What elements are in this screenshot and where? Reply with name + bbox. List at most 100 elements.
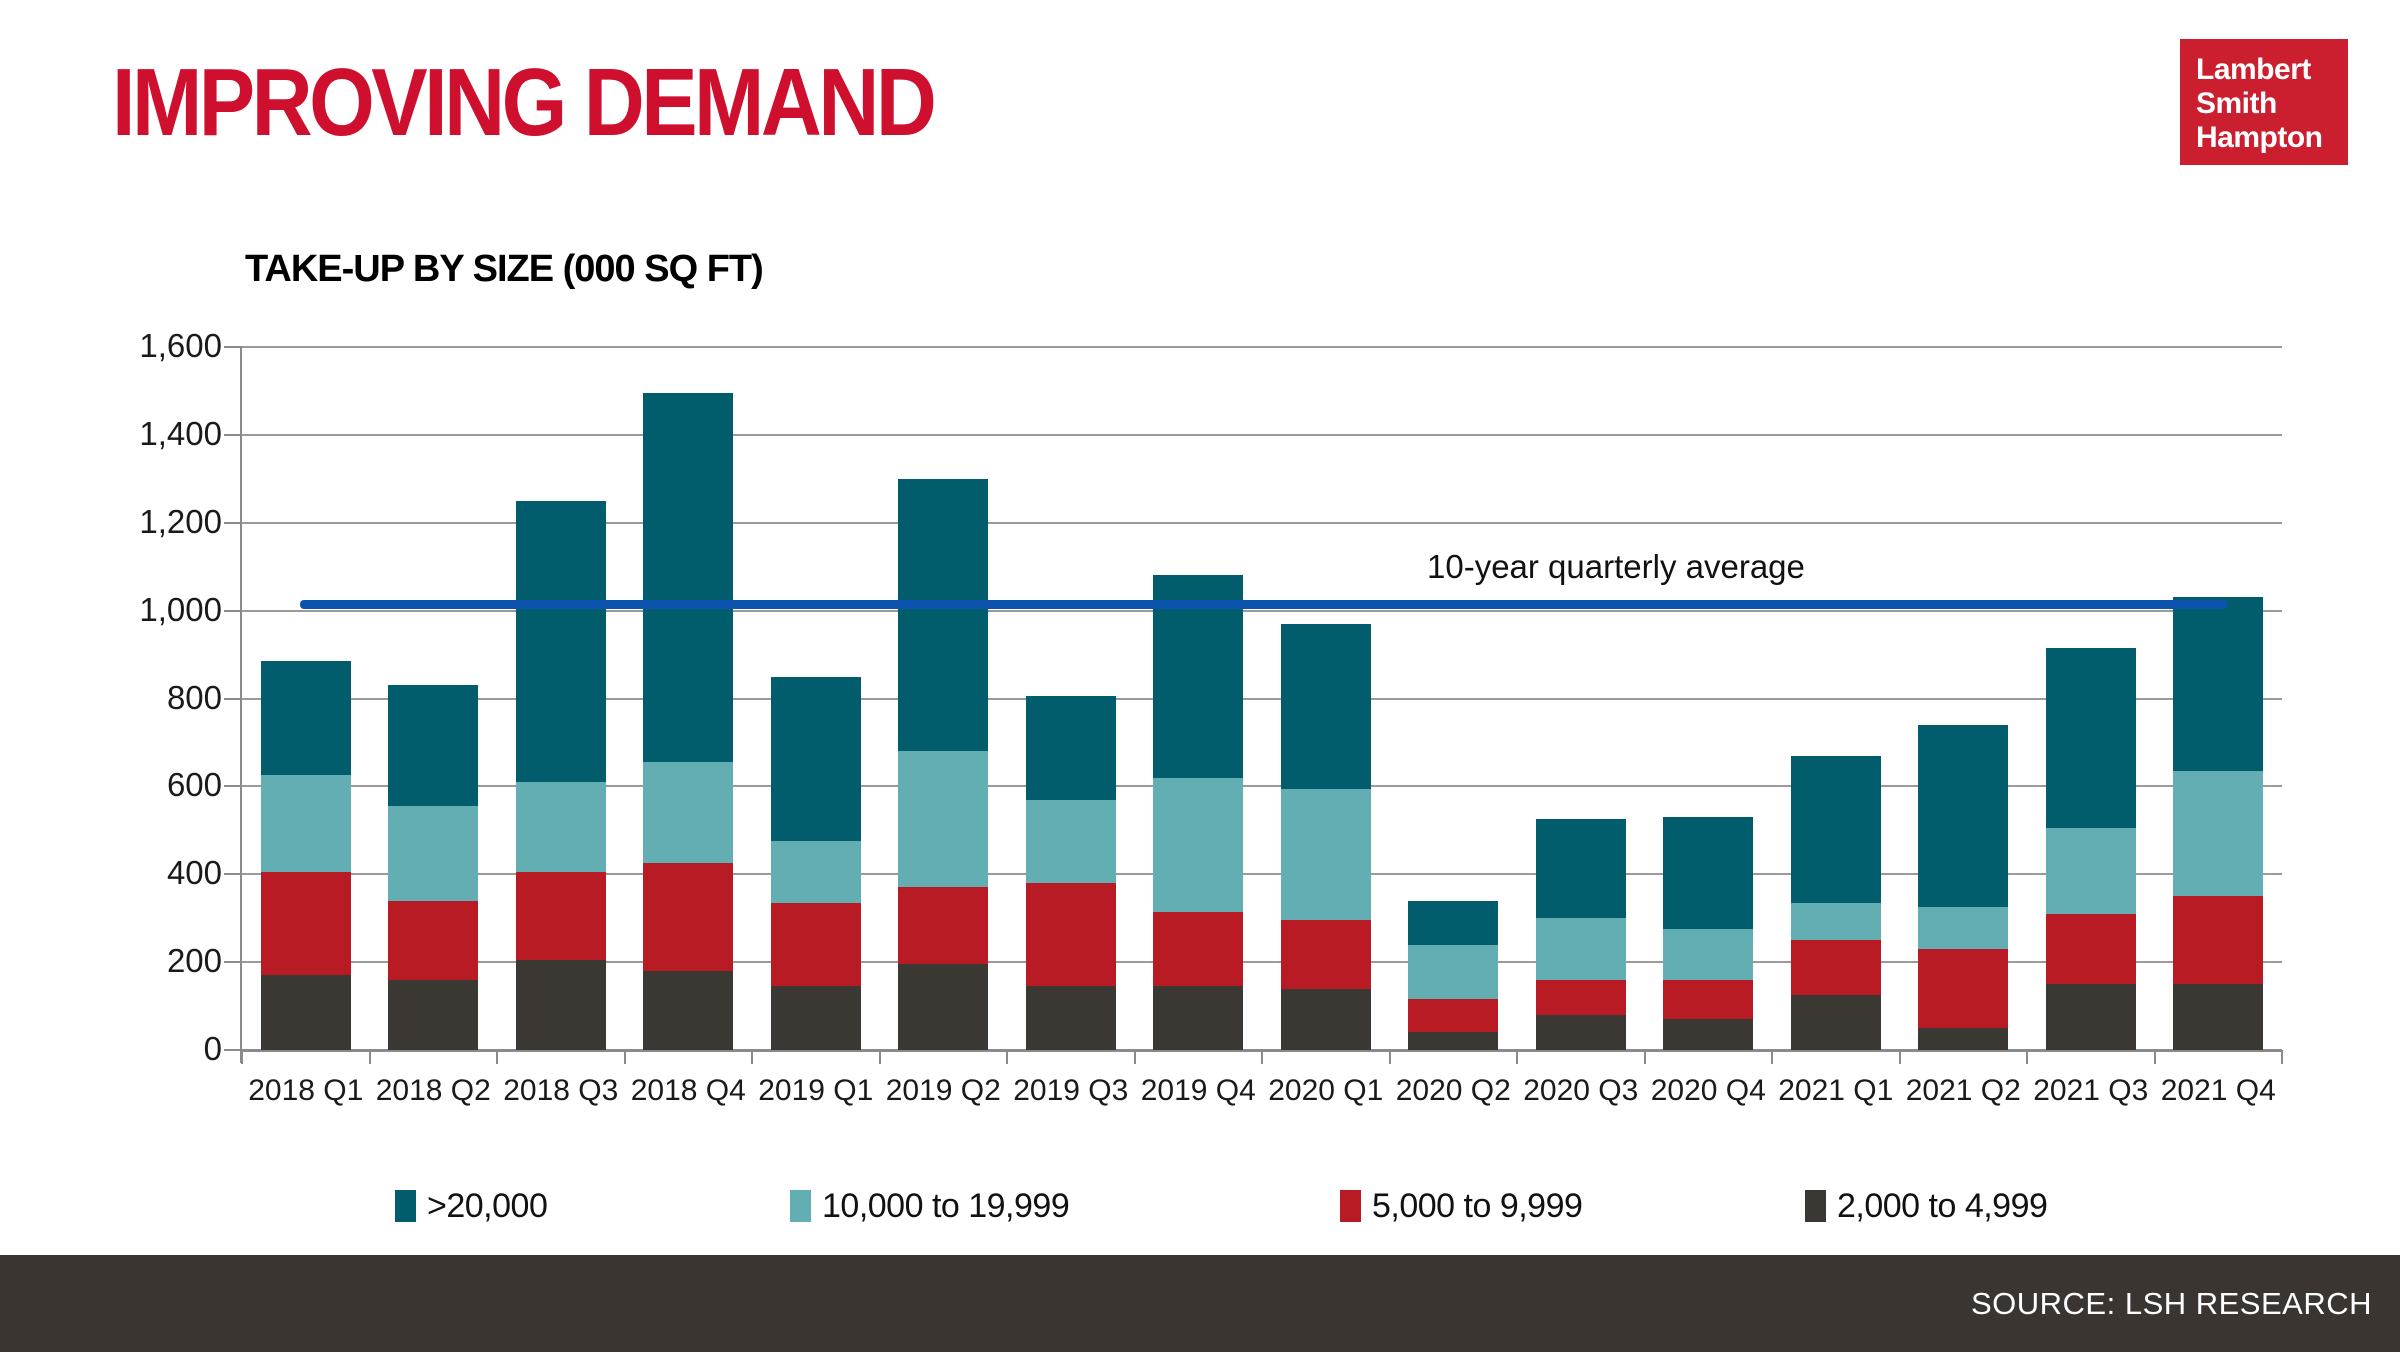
x-axis-label: 2018 Q4	[630, 1074, 746, 1107]
average-line	[300, 600, 2228, 610]
x-axis-label: 2018 Q1	[248, 1074, 364, 1107]
bar-segment	[898, 964, 989, 1050]
bar-segment	[1408, 1032, 1499, 1050]
x-axis-tick	[2281, 1050, 2283, 1064]
lambert-smith-hampton-logo: Lambert Smith Hampton	[2180, 39, 2348, 165]
x-axis-tick	[241, 1050, 243, 1064]
bar-segment	[1408, 900, 1499, 945]
bar-segment	[2045, 984, 2136, 1050]
bar-group-2018-q3	[515, 347, 606, 1050]
x-axis-tick	[1388, 1050, 1391, 1064]
bar-segment	[1153, 777, 1244, 912]
legend-item-3: 5,000 to 9,999	[1340, 1178, 1583, 1234]
bar-group-2021-q3	[2045, 347, 2136, 1050]
bar-group-2021-q2	[1918, 347, 2009, 1050]
bar-segment	[388, 685, 479, 807]
bar-group-2018-q4	[643, 347, 734, 1050]
bar-segment	[260, 975, 351, 1050]
bar-segment	[260, 661, 351, 776]
bar-segment	[1153, 575, 1244, 778]
y-axis-tick	[224, 873, 242, 876]
y-axis-tick	[224, 785, 242, 788]
y-axis-label: 0	[203, 1030, 222, 1067]
legend-swatch	[395, 1190, 416, 1222]
gridline	[242, 609, 2282, 612]
bar-segment	[515, 500, 606, 782]
bar-group-2018-q1	[260, 347, 351, 1050]
bar-segment	[2045, 828, 2136, 914]
x-axis-tick	[1261, 1050, 1263, 1064]
x-axis-label: 2019 Q3	[1013, 1074, 1129, 1107]
bar-group-2019-q2	[898, 347, 989, 1050]
x-axis-tick	[496, 1050, 498, 1064]
bar-segment	[1153, 986, 1244, 1050]
x-axis-tick	[1771, 1050, 1773, 1064]
bar-segment	[260, 872, 351, 976]
gridline	[242, 433, 2282, 436]
bar-segment	[1663, 1019, 1754, 1050]
bar-segment	[1918, 1028, 2009, 1050]
bar-segment	[1280, 920, 1371, 989]
bar-group-2021-q4	[2173, 347, 2264, 1050]
bar-segment	[898, 478, 989, 752]
x-axis-tick	[2026, 1050, 2028, 1064]
bar-segment	[1025, 883, 1116, 987]
bar-group-2019-q1	[770, 347, 861, 1050]
bar-group-2020-q1	[1280, 347, 1371, 1050]
gridline	[242, 961, 2282, 964]
x-axis-tick	[751, 1050, 753, 1064]
bar-segment	[388, 900, 479, 980]
y-axis-tick	[224, 1049, 242, 1051]
bar-segment	[1280, 788, 1371, 921]
bar-segment	[1025, 986, 1116, 1050]
bar-segment	[2045, 913, 2136, 985]
bar-segment	[643, 393, 734, 763]
bar-segment	[898, 751, 989, 888]
x-axis-tick	[1516, 1050, 1518, 1064]
page-title: IMPROVING DEMAND	[112, 49, 937, 156]
legend-item-1: >20,000	[395, 1178, 548, 1234]
bar-segment	[1535, 918, 1626, 980]
bar-segment	[770, 841, 861, 903]
bar-segment	[2045, 647, 2136, 829]
bar-segment	[515, 872, 606, 960]
bar-segment	[770, 902, 861, 987]
bar-segment	[1663, 929, 1754, 980]
y-axis-tick	[224, 521, 242, 524]
bar-segment	[1408, 944, 1499, 1000]
bar-segment	[260, 775, 351, 873]
logo-line-1: Lambert	[2196, 53, 2311, 86]
bar-segment	[770, 986, 861, 1050]
y-axis-label: 800	[166, 678, 222, 716]
x-axis-label: 2019 Q4	[1140, 1074, 1256, 1107]
x-axis-label: 2021 Q1	[1778, 1074, 1894, 1107]
bar-segment	[1025, 696, 1116, 800]
legend-label: 2,000 to 4,999	[1837, 1186, 2048, 1225]
x-axis-tick	[1643, 1050, 1646, 1064]
bar-segment	[1918, 907, 2009, 949]
source-text: SOURCE: LSH RESEARCH	[1970, 1285, 2372, 1321]
plot-area: 10-year quarterly average 0 200 400 600 800 1…	[139, 327, 2283, 1107]
y-axis-label: 1,400	[139, 414, 222, 452]
gridline	[242, 873, 2282, 876]
bar-segment	[2173, 896, 2264, 985]
y-axis-label: 600	[166, 766, 222, 804]
x-axis-label: 2021 Q4	[2160, 1074, 2276, 1107]
y-axis-label: 1,600	[139, 327, 222, 364]
bar-segment	[770, 676, 861, 842]
bar-group-2021-q1	[1790, 347, 1881, 1050]
bar-segment	[1408, 999, 1499, 1033]
y-axis-tick	[224, 346, 242, 348]
bar-group-2018-q2	[388, 347, 479, 1050]
x-axis-tick	[2153, 1050, 2156, 1064]
legend-swatch	[790, 1190, 811, 1222]
bar-segment	[1918, 948, 2009, 1029]
x-axis-label: 2020 Q3	[1523, 1074, 1639, 1107]
bar-segment	[1025, 799, 1116, 884]
bar-segment	[1663, 979, 1754, 1020]
x-axis-label: 2020 Q1	[1268, 1074, 1384, 1107]
x-axis-label: 2020 Q2	[1395, 1074, 1511, 1107]
y-axis-line	[240, 347, 242, 1063]
bar-segment	[1535, 979, 1626, 1015]
